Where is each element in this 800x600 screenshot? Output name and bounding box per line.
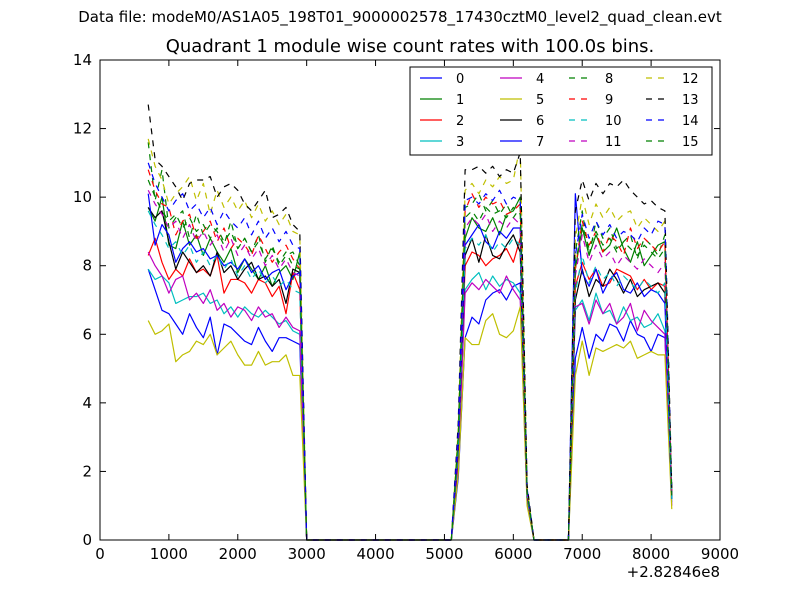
legend-label-13: 13 (682, 93, 699, 108)
x-offset-label: +2.82846e8 (627, 563, 720, 581)
legend-label-11: 11 (605, 135, 622, 150)
y-tick-label: 10 (73, 188, 92, 206)
x-tick-label: 7000 (563, 545, 601, 563)
legend-label-15: 15 (682, 135, 699, 150)
y-tick-label: 6 (82, 325, 92, 343)
legend-label-9: 9 (605, 93, 613, 108)
x-tick-label: 4000 (356, 545, 394, 563)
x-tick-label: 8000 (632, 545, 670, 563)
y-tick-label: 14 (73, 51, 92, 69)
series-line-10 (147, 210, 673, 541)
figure-suptitle: Data file: modeM0/AS1A05_198T01_90000025… (78, 8, 722, 26)
plot-frame (99, 59, 721, 541)
y-tick-label: 8 (82, 257, 92, 275)
x-tick-label: 3000 (288, 545, 326, 563)
legend-label-12: 12 (682, 72, 699, 87)
series-line-15 (147, 179, 673, 541)
legend-label-2: 2 (456, 114, 464, 129)
legend-label-7: 7 (536, 135, 544, 150)
legend-label-1: 1 (456, 93, 464, 108)
y-tick-label: 0 (82, 531, 92, 549)
x-tick-label: 6000 (494, 545, 532, 563)
y-tick-label: 4 (82, 394, 92, 412)
legend-label-5: 5 (536, 93, 544, 108)
legend-label-4: 4 (536, 72, 544, 87)
x-tick-label: 0 (95, 545, 105, 563)
x-tick-label: 1000 (150, 545, 188, 563)
y-tick-label: 12 (73, 120, 92, 138)
legend-label-14: 14 (682, 114, 699, 129)
y-tick-label: 2 (82, 462, 92, 480)
legend-label-8: 8 (605, 72, 613, 87)
x-tick-label: 5000 (425, 545, 463, 563)
legend-label-10: 10 (605, 114, 622, 129)
series-line-12 (147, 138, 673, 541)
ticks-layer: 0 1000 2000 3000 4000 5000 6000 7000 8000 9000 0 2 4… (73, 51, 739, 563)
legend-label-0: 0 (456, 72, 464, 87)
chart-title: Quadrant 1 module wise count rates with … (165, 36, 655, 57)
legend-label-6: 6 (536, 114, 544, 129)
legend-box (409, 66, 713, 156)
x-tick-label: 9000 (701, 545, 739, 563)
legend-label-3: 3 (456, 135, 464, 150)
x-tick-label: 2000 (219, 545, 257, 563)
